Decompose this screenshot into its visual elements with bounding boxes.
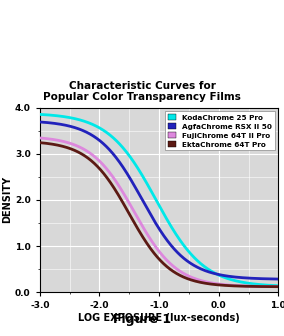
X-axis label: LOG EXPOSURE (lux-seconds): LOG EXPOSURE (lux-seconds) [78,313,240,323]
Y-axis label: DENSITY: DENSITY [2,176,12,223]
Text: Characteristic Curves for
Popular Color Transparency Films: Characteristic Curves for Popular Color … [43,81,241,102]
Legend: KodaChrome 25 Pro, AgfaChrome RSX II 50, FujiChrome 64T II Pro, EktaChrome 64T P: KodaChrome 25 Pro, AgfaChrome RSX II 50,… [165,111,275,151]
Text: Figure 1: Figure 1 [113,313,171,326]
